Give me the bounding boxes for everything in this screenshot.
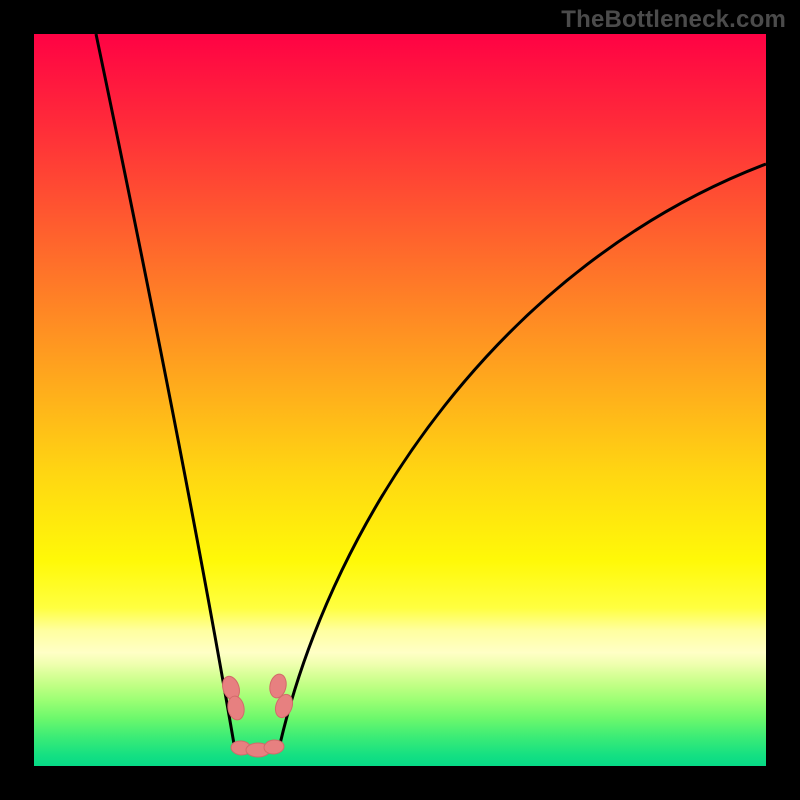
bottleneck-curve-chart xyxy=(34,34,766,766)
gradient-background xyxy=(34,34,766,766)
chart-frame: TheBottleneck.com xyxy=(0,0,800,800)
plot-area xyxy=(34,34,766,766)
watermark-text: TheBottleneck.com xyxy=(561,6,786,34)
